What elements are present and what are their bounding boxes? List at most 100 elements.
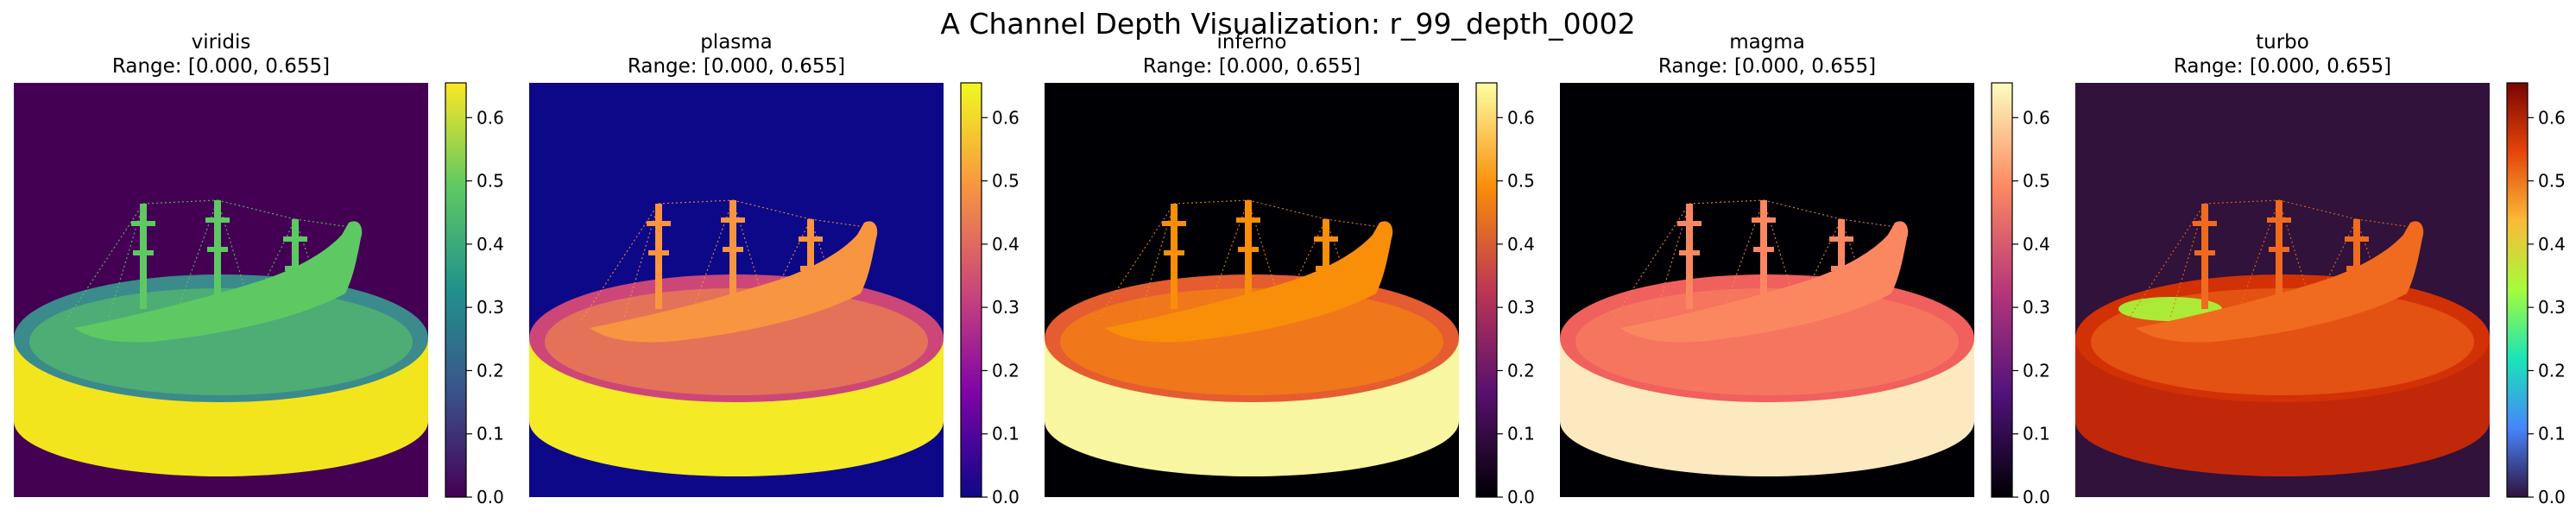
ship-yard bbox=[2194, 250, 2215, 255]
ship-hull bbox=[590, 221, 878, 343]
ship-yard bbox=[2267, 217, 2291, 223]
colorbar bbox=[2506, 82, 2529, 498]
ship-yard bbox=[723, 247, 743, 252]
colorbar bbox=[1475, 82, 1498, 498]
colorbar-tick-label: 0.1 bbox=[477, 424, 504, 444]
ship-yard bbox=[133, 250, 154, 255]
ship-rigging bbox=[580, 199, 872, 322]
platform-water bbox=[1575, 288, 1959, 395]
colorbar-tick-label: 0.0 bbox=[2538, 487, 2566, 507]
ship-mast bbox=[1838, 219, 1845, 287]
panel-range-label: Range: [0.000, 0.655] bbox=[112, 55, 330, 78]
colorbar-tick-label: 0.3 bbox=[477, 297, 504, 318]
colorbar bbox=[960, 82, 982, 498]
ship-yard bbox=[2269, 247, 2289, 252]
colorbar-tick-label: 0.5 bbox=[992, 171, 1020, 192]
ship-mast bbox=[807, 219, 814, 287]
ship-rigging bbox=[1611, 199, 1903, 322]
colorbar-tick-label: 0.1 bbox=[2023, 424, 2050, 444]
depth-image bbox=[1045, 83, 1459, 497]
colorbar-tick-label: 0.3 bbox=[2538, 297, 2566, 318]
ship-yard bbox=[1752, 217, 1776, 223]
ship-yard bbox=[1679, 250, 1700, 255]
platform-water bbox=[545, 288, 928, 395]
ship-yard bbox=[205, 217, 230, 223]
ship-yard bbox=[800, 266, 821, 271]
ship-rigging bbox=[65, 199, 357, 322]
panel-range-label: Range: [0.000, 0.655] bbox=[2174, 55, 2391, 78]
colorbar-tick-label: 0.3 bbox=[992, 297, 1020, 318]
ship-mast bbox=[655, 204, 662, 309]
ship-yard bbox=[131, 221, 155, 226]
ship-yard bbox=[1753, 247, 1774, 252]
colorbar-tick-label: 0.4 bbox=[992, 234, 1020, 255]
ship-yard bbox=[1162, 221, 1186, 226]
ship-yard bbox=[207, 247, 228, 252]
panel-title: viridis bbox=[192, 31, 251, 54]
ship-yard bbox=[1164, 250, 1184, 255]
ship-mast bbox=[292, 219, 299, 287]
panel-range-label: Range: [0.000, 0.655] bbox=[1143, 55, 1361, 78]
colorbar-tick-label: 0.0 bbox=[1507, 487, 1535, 507]
colorbar-tick-label: 0.3 bbox=[1507, 297, 1535, 318]
depth-image bbox=[1560, 83, 1974, 497]
ship-yard bbox=[1238, 247, 1259, 252]
colorbar-tick-label: 0.5 bbox=[2023, 171, 2050, 192]
colorbar-tick-label: 0.4 bbox=[2538, 234, 2566, 255]
colorbar-tick-label: 0.6 bbox=[2023, 107, 2050, 128]
panel-title: magma bbox=[1729, 31, 1805, 54]
colorbar-tick-label: 0.5 bbox=[1507, 171, 1535, 192]
ship-mast bbox=[2353, 219, 2360, 287]
depth-image bbox=[2075, 83, 2490, 497]
colorbar-tick-label: 0.2 bbox=[1507, 360, 1535, 381]
colorbar-tick-label: 0.2 bbox=[2538, 360, 2566, 381]
colorbar-tick-label: 0.0 bbox=[2023, 487, 2050, 507]
ship-rigging bbox=[2126, 199, 2418, 322]
ship-yard bbox=[1677, 221, 1702, 226]
ship-yard bbox=[721, 217, 745, 223]
depth-image bbox=[529, 83, 944, 497]
panel-range-label: Range: [0.000, 0.655] bbox=[628, 55, 845, 78]
ship-yard bbox=[1829, 236, 1853, 242]
colorbar-tick-label: 0.4 bbox=[477, 234, 504, 255]
ship-yard bbox=[1236, 217, 1260, 223]
colorbar-tick-label: 0.6 bbox=[1507, 107, 1535, 128]
colorbar-tick-label: 0.2 bbox=[992, 360, 1020, 381]
ship-yard bbox=[2346, 266, 2367, 271]
ship-yard bbox=[799, 236, 823, 242]
ship-yard bbox=[283, 236, 307, 242]
colorbar-tick-label: 0.5 bbox=[2538, 171, 2566, 192]
ship-mast bbox=[1171, 204, 1178, 309]
ship-yard bbox=[285, 266, 306, 271]
colorbar-tick-label: 0.0 bbox=[992, 487, 1020, 507]
colorbar-tick-label: 0.1 bbox=[1507, 424, 1535, 444]
ship-mast bbox=[2201, 204, 2208, 309]
colorbar-tick-label: 0.3 bbox=[2023, 297, 2050, 318]
colorbar bbox=[1991, 82, 2013, 498]
ship-yard bbox=[1831, 266, 1852, 271]
colorbar-tick-label: 0.6 bbox=[2538, 107, 2566, 128]
ship-rigging bbox=[1095, 199, 1387, 322]
ship-yard bbox=[648, 250, 669, 255]
colorbar-tick-label: 0.0 bbox=[477, 487, 504, 507]
platform-water bbox=[1060, 288, 1443, 395]
depth-image bbox=[14, 83, 428, 497]
ship-hull bbox=[2136, 221, 2424, 343]
ship-yard bbox=[647, 221, 671, 226]
ship-hull bbox=[1105, 221, 1393, 343]
ship-mast bbox=[140, 204, 147, 309]
platform-water bbox=[29, 288, 413, 395]
ship-yard bbox=[1314, 236, 1338, 242]
ship-yard bbox=[2193, 221, 2217, 226]
colorbar-tick-label: 0.6 bbox=[992, 107, 1020, 128]
colorbar-tick-label: 0.5 bbox=[477, 171, 504, 192]
colorbar-tick-label: 0.4 bbox=[1507, 234, 1535, 255]
panel-title: plasma bbox=[700, 31, 773, 54]
panel-range-label: Range: [0.000, 0.655] bbox=[1658, 55, 1876, 78]
